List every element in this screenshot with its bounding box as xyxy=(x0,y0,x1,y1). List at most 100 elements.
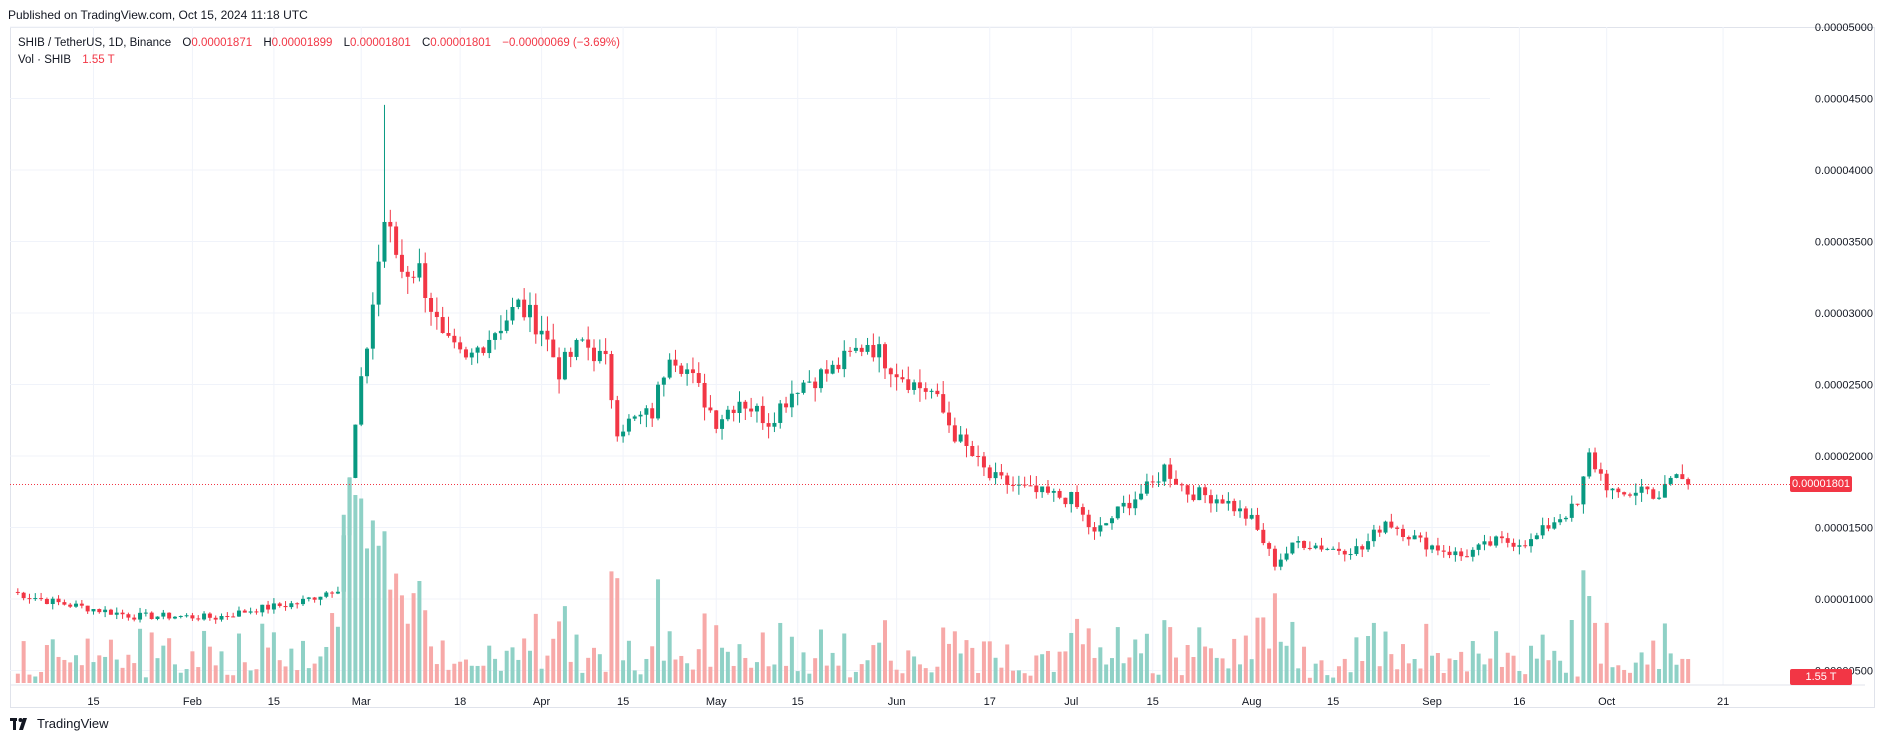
candle-body xyxy=(661,377,666,385)
volume-bar xyxy=(1459,651,1464,683)
x-tick-label: May xyxy=(706,696,727,708)
volume-bar xyxy=(1511,655,1516,683)
volume-bar xyxy=(964,640,969,683)
candle-body xyxy=(1127,502,1132,509)
x-tick-label: Oct xyxy=(1598,696,1615,708)
candle-body xyxy=(1534,535,1539,540)
x-tick-label: 17 xyxy=(984,696,996,708)
candle-body xyxy=(1109,518,1114,524)
volume-bar xyxy=(382,531,387,683)
x-tick-label: Apr xyxy=(533,696,550,708)
volume-bar xyxy=(1232,638,1237,683)
candle-body xyxy=(737,401,742,413)
volume-bar xyxy=(621,660,626,683)
candle-body xyxy=(463,349,468,358)
volume-bar xyxy=(650,646,655,683)
candle-body xyxy=(1214,499,1219,504)
candle-body xyxy=(248,611,253,613)
volume-bar xyxy=(1633,662,1638,683)
candle-body xyxy=(1494,536,1499,546)
volume-bar xyxy=(580,672,585,683)
volume-bar xyxy=(615,578,620,683)
volume-bar xyxy=(335,626,340,683)
candle-body xyxy=(1400,528,1405,537)
volume-bar xyxy=(853,671,858,683)
volume-bar xyxy=(231,675,236,683)
footer-branding[interactable]: TradingView xyxy=(10,716,109,731)
volume-bar xyxy=(74,655,79,683)
candle-body xyxy=(236,610,241,617)
candle-body xyxy=(1313,545,1318,549)
volume-bar xyxy=(306,668,311,683)
volume-bar xyxy=(539,668,544,683)
volume-bar xyxy=(359,498,364,683)
volume-bar xyxy=(1494,631,1499,683)
candle-body xyxy=(219,616,224,620)
volume-bar xyxy=(1069,632,1074,683)
volume-bar xyxy=(452,663,457,683)
candle-body xyxy=(679,365,684,374)
candle-body xyxy=(1575,503,1580,505)
candle-body xyxy=(580,339,585,341)
candle-body xyxy=(935,390,940,395)
candle-body xyxy=(306,597,311,599)
high-value: 0.00001899 xyxy=(271,37,333,49)
candle-body xyxy=(1307,547,1312,549)
volume-bar xyxy=(1203,646,1208,683)
volume-bar xyxy=(1156,674,1161,683)
volume-bar xyxy=(1366,636,1371,683)
volume-bar xyxy=(1267,648,1272,683)
volume-label[interactable]: Vol · SHIB xyxy=(18,54,72,66)
volume-bar xyxy=(935,666,940,683)
candle-body xyxy=(720,419,725,429)
candle-body xyxy=(143,612,148,614)
volume-bar xyxy=(1552,650,1557,683)
volume-bar xyxy=(1377,666,1382,683)
candle-body xyxy=(912,382,917,390)
volume-bar xyxy=(813,658,818,683)
volume-bar xyxy=(685,663,690,683)
y-tick-label: 0.00001000 xyxy=(1815,594,1873,606)
candle-body xyxy=(1598,469,1603,474)
candle-body xyxy=(1243,508,1248,519)
volume-bar xyxy=(987,641,992,683)
candle-body xyxy=(1470,549,1475,557)
candle-body xyxy=(388,221,393,227)
candle-body xyxy=(1627,494,1632,496)
candle-body xyxy=(1296,540,1301,543)
volume-bar xyxy=(44,645,49,683)
volume-bar xyxy=(1616,665,1621,683)
x-tick-label: Mar xyxy=(352,696,371,708)
volume-bar xyxy=(1034,655,1039,683)
volume-bar xyxy=(213,665,218,683)
candle-body xyxy=(947,412,952,426)
candle-body xyxy=(324,592,329,597)
candle-body xyxy=(784,403,789,408)
y-tick-label: 0.00002500 xyxy=(1815,380,1873,392)
volume-bar xyxy=(859,664,864,683)
volume-bar xyxy=(1168,627,1173,683)
volume-bar xyxy=(1313,663,1318,683)
volume-bar xyxy=(1534,658,1539,683)
volume-bar xyxy=(1185,645,1190,683)
candle-body xyxy=(1377,529,1382,533)
candle-body xyxy=(754,405,759,412)
candle-body xyxy=(423,263,428,299)
candle-body xyxy=(1191,494,1196,501)
volume-bar xyxy=(271,632,276,683)
candle-body xyxy=(108,609,113,615)
candle-body xyxy=(1499,536,1504,539)
volume-bar xyxy=(1686,659,1691,683)
symbol-label[interactable]: SHIB / TetherUS, 1D, Binance xyxy=(18,37,172,49)
candle-body xyxy=(865,344,870,352)
y-tick-label: 0.00002000 xyxy=(1815,451,1873,463)
candle-body xyxy=(62,602,67,605)
volume-bar xyxy=(1412,659,1417,683)
change-value: −0.00000069 (−3.69%) xyxy=(502,37,620,49)
volume-bar xyxy=(1488,658,1493,683)
candle-body xyxy=(1255,514,1260,530)
volume-bar xyxy=(609,571,614,683)
volume-bar xyxy=(190,651,195,683)
candle-body xyxy=(644,408,649,415)
